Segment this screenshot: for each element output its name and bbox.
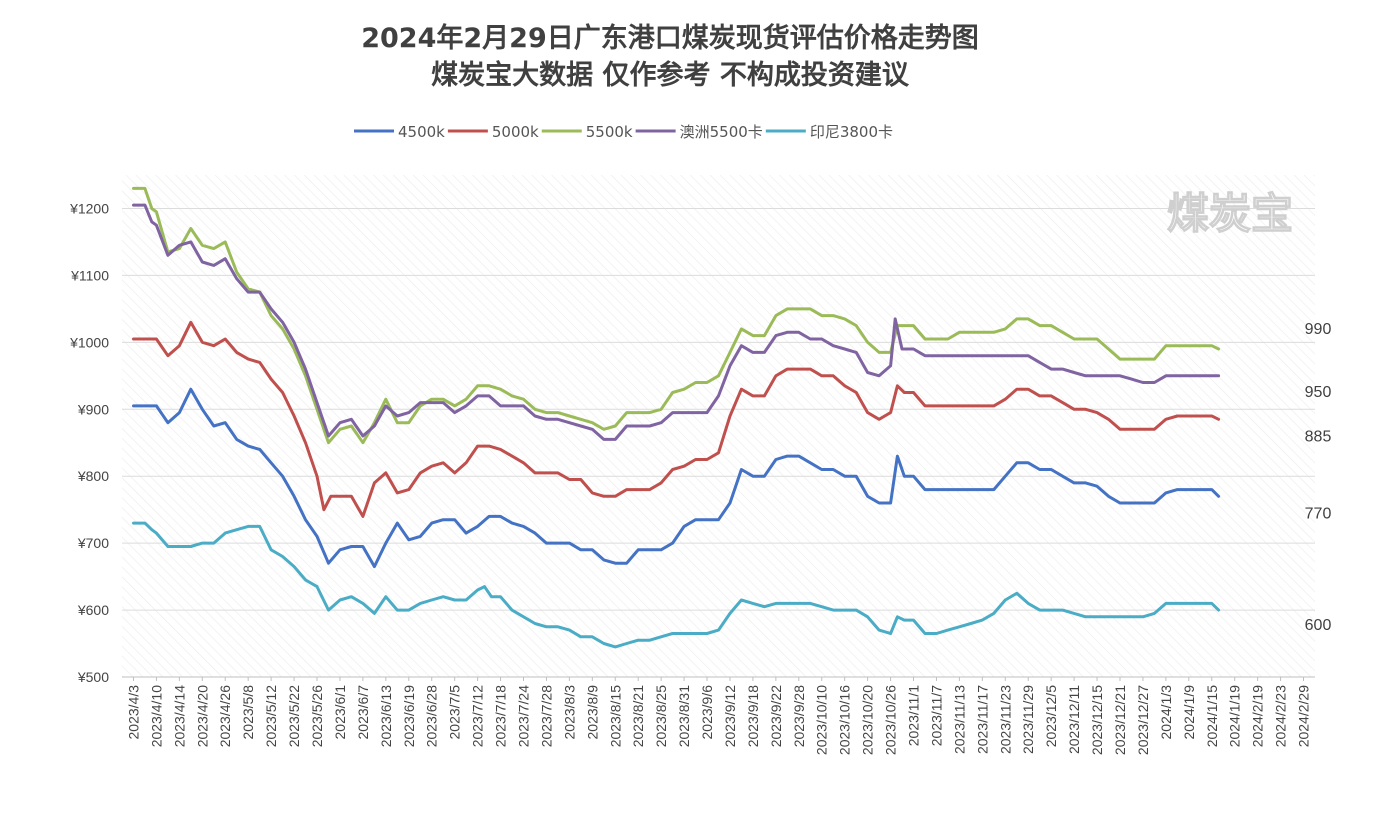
y-tick-label: ¥700 xyxy=(77,535,109,551)
x-tick-label: 2023/10/26 xyxy=(883,685,899,755)
x-tick-label: 2023/8/9 xyxy=(584,685,600,740)
series-end-label: 990 xyxy=(1305,321,1332,338)
legend-entry: 5000k xyxy=(492,123,539,141)
series-end-label: 950 xyxy=(1305,384,1332,401)
legend-entry: 印尼3800卡 xyxy=(810,123,893,141)
x-tick-label: 2023/5/26 xyxy=(309,685,325,747)
x-tick-label: 2023/8/21 xyxy=(630,685,646,747)
y-tick-label: ¥1000 xyxy=(69,334,109,350)
x-tick-label: 2023/8/3 xyxy=(561,685,577,740)
x-tick-label: 2023/11/13 xyxy=(951,685,967,754)
x-tick-label: 2023/12/27 xyxy=(1135,685,1151,755)
x-tick-label: 2023/6/13 xyxy=(378,685,394,747)
plot-area xyxy=(122,175,1315,677)
legend: 4500k 5000k 5500k 澳洲5500卡 印尼3800卡 xyxy=(354,123,893,141)
x-tick-label: 2023/6/7 xyxy=(355,685,371,740)
x-tick-label: 2023/7/12 xyxy=(470,685,486,747)
x-tick-label: 2023/4/20 xyxy=(194,685,210,747)
x-tick-label: 2023/12/15 xyxy=(1089,685,1105,755)
x-tick-label: 2024/1/15 xyxy=(1204,685,1220,747)
x-tick-label: 2023/5/8 xyxy=(240,685,256,740)
x-tick-label: 2023/5/12 xyxy=(263,685,279,747)
y-tick-label: ¥900 xyxy=(77,401,109,417)
series-end-label: 885 xyxy=(1305,428,1332,445)
x-tick-label: 2023/11/7 xyxy=(928,685,944,746)
x-tick-label: 2024/2/19 xyxy=(1250,685,1266,747)
x-tick-label: 2023/4/3 xyxy=(125,685,141,740)
series-lines xyxy=(132,186,1221,649)
x-tick-label: 2023/7/5 xyxy=(447,685,463,740)
x-tick-label: 2023/11/17 xyxy=(974,685,990,754)
y-tick-label: ¥1100 xyxy=(70,267,109,283)
x-tick-label: 2023/6/1 xyxy=(332,685,348,740)
watermark: 煤炭宝 xyxy=(1167,189,1293,238)
series-line xyxy=(132,521,1221,649)
series-line xyxy=(132,186,1221,445)
x-tick-label: 2023/11/29 xyxy=(1020,685,1036,754)
series-line xyxy=(132,387,1221,569)
series-line xyxy=(132,203,1221,441)
legend-entry: 澳洲5500卡 xyxy=(680,123,763,141)
y-tick-label: ¥500 xyxy=(77,669,109,685)
y-tick-label: ¥800 xyxy=(77,468,109,484)
y-tick-label: ¥1200 xyxy=(69,200,109,216)
x-tick-label: 2023/7/18 xyxy=(493,685,509,747)
legend-entry: 5500k xyxy=(586,123,633,141)
x-tick-label: 2023/4/10 xyxy=(148,685,164,747)
x-tick-label: 2024/2/23 xyxy=(1273,685,1289,747)
series-end-label: 770 xyxy=(1305,505,1332,522)
x-tick-label: 2023/11/1 xyxy=(906,685,922,746)
x-tick-label: 2023/9/6 xyxy=(699,685,715,740)
y-axis: ¥500 ¥600 ¥700 ¥800 ¥900 ¥1000 ¥1100 ¥1200 xyxy=(69,200,1315,685)
y-tick-label: ¥600 xyxy=(77,602,109,618)
series-line xyxy=(132,320,1221,518)
x-tick-label: 2023/11/23 xyxy=(997,685,1013,754)
x-tick-label: 2023/9/12 xyxy=(722,685,738,747)
x-tick-label: 2023/9/22 xyxy=(768,685,784,747)
x-tick-label: 2023/12/21 xyxy=(1112,685,1128,755)
x-tick-label: 2023/4/14 xyxy=(171,685,187,747)
x-tick-label: 2023/7/28 xyxy=(538,685,554,747)
x-tick-label: 2023/12/5 xyxy=(1043,685,1059,747)
x-tick-label: 2023/5/22 xyxy=(286,685,302,747)
chart-subtitle: 煤炭宝大数据 仅作参考 不构成投资建议 xyxy=(431,59,910,91)
x-axis: 2023/4/3 2023/4/10 2023/4/14 2023/4/20 2023/… xyxy=(125,677,1312,755)
x-tick-label: 2024/1/3 xyxy=(1158,685,1174,740)
x-tick-label: 2023/8/25 xyxy=(653,685,669,747)
x-tick-label: 2023/10/20 xyxy=(860,685,876,755)
x-tick-label: 2023/12/11 xyxy=(1066,685,1082,754)
x-tick-label: 2023/9/18 xyxy=(745,685,761,747)
x-tick-label: 2023/10/10 xyxy=(814,685,830,755)
x-tick-label: 2023/8/31 xyxy=(676,685,692,747)
chart-title: 2024年2月29日广东港口煤炭现货评估价格走势图 xyxy=(361,22,979,54)
x-tick-label: 2024/1/19 xyxy=(1227,685,1243,747)
x-tick-label: 2023/10/16 xyxy=(837,685,853,755)
series-end-label: 600 xyxy=(1305,617,1332,634)
legend-entry: 4500k xyxy=(398,123,445,141)
x-tick-label: 2023/7/24 xyxy=(515,685,531,747)
x-tick-label: 2023/6/19 xyxy=(401,685,417,747)
x-tick-label: 2023/4/26 xyxy=(217,685,233,747)
x-tick-label: 2023/8/15 xyxy=(607,685,623,747)
end-labels: 770 885 990 950 600 xyxy=(1305,321,1332,634)
x-tick-label: 2024/1/9 xyxy=(1181,685,1197,740)
x-tick-label: 2024/2/29 xyxy=(1296,685,1312,747)
x-tick-label: 2023/6/28 xyxy=(424,685,440,747)
x-tick-label: 2023/9/28 xyxy=(791,685,807,747)
